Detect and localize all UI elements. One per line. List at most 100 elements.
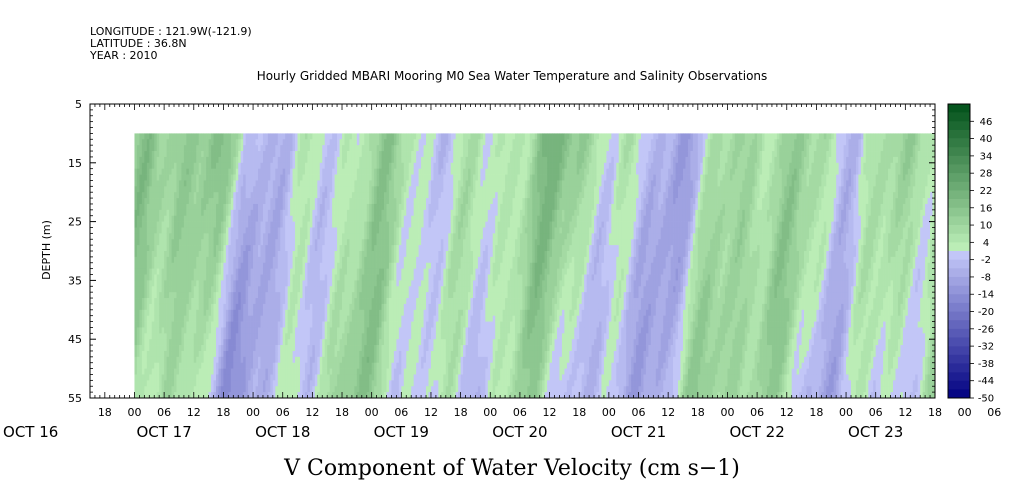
heatmap-cell: [332, 292, 335, 299]
heatmap-cell: [230, 209, 234, 217]
heatmap-cell: [218, 186, 222, 193]
heatmap-cell: [166, 356, 170, 364]
heatmap-cell: [314, 180, 318, 187]
heatmap-cell: [206, 321, 209, 328]
heatmap-cell: [193, 174, 197, 181]
heatmap-cell: [342, 239, 345, 246]
heatmap-cell: [300, 356, 303, 364]
heatmap-cell: [144, 392, 148, 399]
heatmap-cell: [151, 162, 155, 170]
heatmap-cell: [398, 327, 402, 334]
heatmap-cell: [307, 315, 311, 322]
heatmap-cell: [243, 233, 247, 240]
heatmap-cell: [218, 256, 222, 264]
heatmap-cell: [304, 392, 308, 399]
heatmap-cell: [233, 233, 237, 240]
heatmap-cell: [267, 174, 271, 181]
heatmap-cell: [287, 233, 291, 240]
heatmap-cell: [351, 198, 355, 205]
heatmap-cell: [223, 215, 227, 222]
heatmap-cell: [403, 368, 407, 375]
heatmap-cell: [309, 368, 313, 375]
heatmap-cell: [270, 362, 274, 369]
heatmap-cell: [379, 374, 382, 381]
heatmap-cell: [322, 233, 326, 240]
heatmap-cell: [201, 333, 204, 340]
heatmap-cell: [220, 251, 224, 258]
heatmap-cell: [186, 309, 190, 317]
heatmap-cell: [300, 368, 303, 375]
heatmap-cell: [290, 286, 293, 293]
heatmap-cell: [364, 209, 368, 217]
heatmap-cell: [393, 139, 397, 146]
heatmap-cell: [304, 286, 308, 293]
heatmap-cell: [198, 380, 202, 387]
heatmap-cell: [314, 251, 318, 258]
heatmap-cell: [245, 303, 249, 311]
heatmap-cell: [181, 303, 185, 311]
heatmap-cell: [327, 374, 331, 381]
heatmap-cell: [164, 392, 167, 399]
heatmap-cell: [371, 168, 375, 175]
heatmap-cell: [181, 256, 185, 264]
heatmap-cell: [285, 327, 289, 334]
heatmap-cell: [376, 315, 380, 322]
heatmap-cell: [166, 380, 170, 387]
heatmap-cell: [282, 227, 286, 234]
year-label: YEAR : 2010: [89, 49, 158, 62]
heatmap-cell: [265, 368, 269, 375]
heatmap-cell: [371, 203, 375, 211]
heatmap-cell: [151, 251, 155, 258]
heatmap-cell: [334, 350, 338, 358]
heatmap-cell: [201, 368, 204, 375]
heatmap-cell: [206, 356, 209, 364]
heatmap-cell: [396, 386, 400, 393]
heatmap-cell: [258, 227, 261, 234]
heatmap-cell: [401, 192, 405, 199]
heatmap-cell: [356, 233, 360, 240]
heatmap-cell: [342, 174, 345, 181]
heatmap-cell: [346, 339, 350, 346]
heatmap-cell: [243, 392, 247, 399]
heatmap-cell: [181, 162, 185, 170]
heatmap-cell: [285, 286, 289, 293]
heatmap-cell: [282, 174, 286, 181]
heatmap-cell: [285, 380, 289, 387]
heatmap-cell: [216, 209, 219, 217]
heatmap-cell: [361, 380, 365, 387]
heatmap-cell: [188, 133, 192, 140]
heatmap-cell: [216, 303, 219, 311]
heatmap-cell: [346, 262, 350, 269]
heatmap-cell: [300, 268, 303, 275]
heatmap-cell: [295, 227, 298, 234]
heatmap-cell: [206, 286, 209, 293]
heatmap-cell: [164, 168, 167, 175]
heatmap-cell: [159, 186, 162, 193]
heatmap-cell: [255, 233, 259, 240]
heatmap-cell: [342, 309, 345, 317]
heatmap-cell: [238, 151, 242, 158]
heatmap-cell: [255, 162, 259, 170]
heatmap-cell: [267, 280, 271, 287]
heatmap-cell: [258, 309, 261, 317]
heatmap-cell: [401, 350, 405, 358]
heatmap-cell: [272, 221, 276, 228]
heatmap-cell: [374, 151, 377, 158]
heatmap-cell: [282, 268, 286, 275]
heatmap-cell: [287, 151, 291, 158]
heatmap-cell: [272, 198, 276, 205]
heatmap-cell: [337, 156, 340, 164]
heatmap-cell: [141, 315, 145, 322]
heatmap-cell: [361, 186, 365, 193]
heatmap-cell: [369, 380, 373, 387]
heatmap-cell: [183, 362, 187, 369]
heatmap-cell: [211, 350, 214, 358]
heatmap-cell: [267, 256, 271, 264]
heatmap-cell: [139, 162, 143, 170]
heatmap-cell: [322, 221, 326, 228]
heatmap-cell: [277, 380, 281, 387]
heatmap-cell: [141, 374, 145, 381]
heatmap-cell: [151, 292, 155, 299]
heatmap-cell: [169, 298, 172, 305]
heatmap-cell: [398, 174, 402, 181]
